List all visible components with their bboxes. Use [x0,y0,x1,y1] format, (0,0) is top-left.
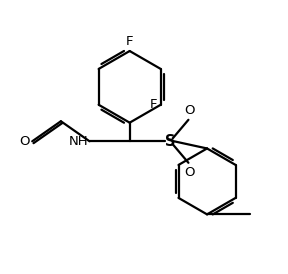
Text: NH: NH [69,135,88,148]
Text: F: F [126,35,133,48]
Text: S: S [164,134,175,149]
Text: O: O [185,104,195,117]
Text: F: F [150,98,157,111]
Text: O: O [185,166,195,179]
Text: O: O [19,135,29,148]
